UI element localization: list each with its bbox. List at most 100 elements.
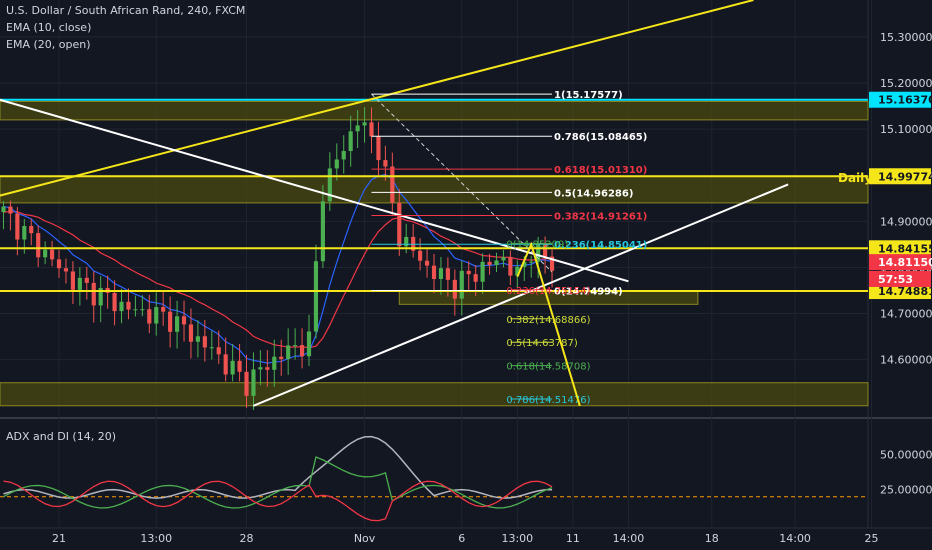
candle-body — [1, 206, 6, 213]
level-badge — [869, 240, 931, 257]
candle-body — [543, 243, 548, 257]
candle-body — [299, 345, 305, 357]
adx-tick-label: 25.00000 — [880, 484, 932, 497]
adx-tick-label: 50.00000 — [880, 448, 932, 461]
candle-body — [508, 257, 513, 276]
level-badge — [869, 168, 931, 185]
candle-body — [480, 261, 485, 282]
candle-body — [174, 316, 180, 332]
candle-body — [494, 260, 499, 266]
price-badge — [869, 270, 931, 287]
candle-body — [431, 265, 437, 280]
fib-level-label: 0.618(15.01310) — [554, 165, 647, 176]
candle-body — [279, 356, 284, 360]
candle-body — [188, 324, 194, 342]
price-tick-label: 14.90000 — [880, 215, 932, 228]
time-tick-label: 14:00 — [779, 532, 811, 545]
candle-body — [168, 311, 173, 332]
candle-body — [43, 249, 48, 258]
fib-level-label: 0.236(14.85041) — [554, 240, 647, 251]
candle-body — [265, 367, 270, 370]
time-tick-label: 25 — [864, 532, 878, 545]
trendline — [0, 98, 629, 283]
candle-body — [390, 166, 395, 203]
fib-level-label: 0.5(14.96286) — [554, 188, 633, 199]
trendline — [0, 0, 754, 197]
fib-ext-label: 0.786(14.51476) — [506, 395, 590, 406]
candle-body — [133, 309, 138, 311]
time-tick-label: 28 — [240, 532, 254, 545]
candle-body — [286, 345, 291, 360]
candle-body — [348, 131, 353, 152]
fib-connector — [371, 93, 553, 273]
candle-body — [418, 250, 423, 261]
time-tick-label: 13:00 — [140, 532, 172, 545]
candle-body — [473, 274, 478, 282]
chart-title: U.S. Dollar / South African Rand, 240, F… — [6, 4, 246, 17]
candle-body — [237, 360, 242, 372]
candle-body — [383, 160, 388, 167]
candle-body — [98, 287, 103, 306]
candle-body — [223, 354, 228, 375]
candle-body — [119, 301, 124, 312]
candle-body — [536, 243, 541, 262]
candle-body — [244, 371, 249, 396]
candle-body — [404, 236, 409, 247]
candle-body — [209, 347, 214, 349]
chart-legend: U.S. Dollar / South African Rand, 240, F… — [6, 2, 245, 53]
candle-body — [230, 360, 235, 375]
fib-level-label: 1(15.17577) — [554, 90, 623, 101]
candle-body — [341, 151, 346, 160]
candle-body — [84, 277, 89, 283]
time-tick-label: Nov — [354, 532, 376, 545]
time-tick-label: 6 — [458, 532, 465, 545]
candle-body — [216, 347, 221, 355]
candle-body — [272, 356, 277, 370]
candle-body — [91, 282, 96, 306]
candle-body — [334, 159, 339, 169]
candle-body — [487, 261, 492, 266]
price-tick-label: 14.70000 — [880, 308, 932, 321]
fib-ext-label: 0.236(14.75154) — [506, 286, 590, 297]
supply-demand-zone — [0, 175, 869, 204]
di-minus-line — [3, 480, 553, 522]
candle-body — [29, 225, 34, 234]
price-tick-label: 15.30000 — [880, 31, 932, 44]
candle-body — [355, 125, 360, 132]
candle-body — [126, 301, 131, 310]
candle-body — [181, 316, 187, 325]
candle-body — [15, 213, 20, 240]
supply-demand-zone — [0, 100, 869, 121]
candle-body — [195, 336, 200, 342]
level-badge-label: 14.74881 — [878, 285, 932, 298]
fib-ext-label: 0.618(14.58708) — [506, 362, 590, 373]
candle-body — [424, 260, 430, 266]
adx-legend: ADX and DI (14, 20) — [6, 428, 116, 445]
supply-demand-zone — [0, 382, 869, 407]
adx-line — [3, 435, 553, 499]
ema10-line — [3, 173, 553, 364]
level-badge-label: 14.99774 — [878, 170, 932, 183]
fib-level-label: 0.382(14.91261) — [554, 212, 647, 223]
candle-body — [112, 292, 117, 312]
candle-body — [293, 345, 298, 347]
candle-body — [369, 122, 374, 137]
zone-daily-label: Daily — [838, 171, 872, 185]
candle-body — [529, 261, 534, 263]
indicator-ema20-label: EMA (20, open) — [6, 38, 91, 51]
price-tick-label: 14.60000 — [880, 354, 932, 367]
candle-body — [376, 136, 381, 161]
price-tick-label: 15.20000 — [880, 77, 932, 90]
fib-level-label: 0.786(15.08465) — [554, 132, 647, 143]
candle-body — [202, 336, 207, 348]
candle-body — [251, 369, 256, 396]
candle-body — [452, 279, 457, 299]
candle-body — [515, 266, 520, 276]
candle-body — [466, 270, 471, 275]
fib-ext-label: 0.382(14.68866) — [506, 315, 590, 326]
level-badge — [869, 91, 931, 108]
adx-panel-label: ADX and DI (14, 20) — [6, 430, 116, 443]
